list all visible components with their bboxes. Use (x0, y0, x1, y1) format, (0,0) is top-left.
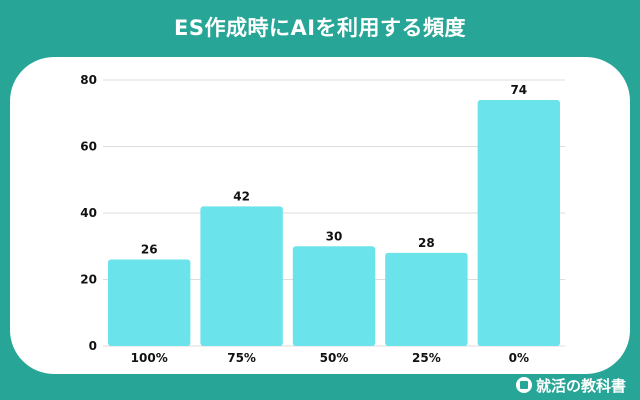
bar (292, 246, 376, 346)
data-label: 42 (233, 189, 250, 203)
brand-name: 就活の教科書 (535, 376, 626, 395)
bar (477, 99, 560, 346)
x-tick-label: 75% (227, 351, 256, 365)
y-tick-label: 60 (80, 140, 97, 154)
data-label: 30 (326, 229, 343, 243)
chart-title: ES作成時にAIを利用する頻度 (173, 16, 467, 40)
x-tick-label: 25% (412, 351, 441, 365)
y-tick-label: 20 (80, 273, 97, 287)
data-label: 74 (510, 83, 527, 97)
data-label: 26 (141, 243, 158, 257)
bar (385, 252, 468, 346)
brand-logo: 就活の教科書 (515, 374, 626, 396)
y-tick-label: 80 (80, 73, 97, 87)
x-tick-label: 100% (131, 351, 168, 365)
data-label: 28 (418, 236, 435, 250)
y-tick-label: 0 (89, 339, 97, 353)
x-tick-label: 50% (320, 351, 349, 365)
y-tick-label: 40 (80, 206, 97, 220)
book-logo-icon (515, 377, 532, 393)
x-tick-label: 0% (509, 351, 529, 365)
bar (108, 259, 191, 346)
bar (200, 206, 283, 346)
